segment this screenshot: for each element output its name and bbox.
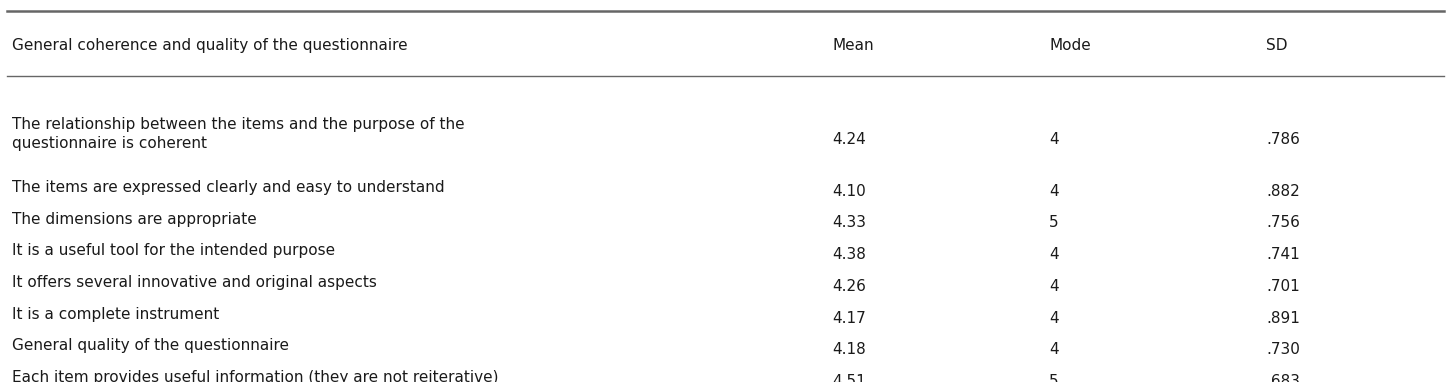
- Text: It is a complete instrument: It is a complete instrument: [12, 307, 218, 322]
- Text: 4.38: 4.38: [832, 247, 865, 262]
- Text: 4.26: 4.26: [832, 279, 865, 294]
- Text: 4.18: 4.18: [832, 342, 865, 357]
- Text: 4: 4: [1049, 132, 1059, 147]
- Text: Mean: Mean: [832, 38, 874, 53]
- Text: .882: .882: [1266, 184, 1299, 199]
- Text: 4.17: 4.17: [832, 311, 865, 325]
- Text: 4.24: 4.24: [832, 132, 865, 147]
- Text: .891: .891: [1266, 311, 1299, 325]
- Text: .786: .786: [1266, 132, 1299, 147]
- Text: General quality of the questionnaire: General quality of the questionnaire: [12, 338, 288, 353]
- Text: Mode: Mode: [1049, 38, 1091, 53]
- Text: It is a useful tool for the intended purpose: It is a useful tool for the intended pur…: [12, 243, 334, 258]
- Text: .683: .683: [1266, 374, 1299, 382]
- Text: .701: .701: [1266, 279, 1299, 294]
- Text: Each item provides useful information (they are not reiterative): Each item provides useful information (t…: [12, 370, 498, 382]
- Text: 4.33: 4.33: [832, 215, 865, 230]
- Text: 4: 4: [1049, 342, 1059, 357]
- Text: 4.10: 4.10: [832, 184, 865, 199]
- Text: 4: 4: [1049, 279, 1059, 294]
- Text: It offers several innovative and original aspects: It offers several innovative and origina…: [12, 275, 376, 290]
- Text: 5: 5: [1049, 374, 1059, 382]
- Text: 4: 4: [1049, 247, 1059, 262]
- Text: 4: 4: [1049, 184, 1059, 199]
- Text: The items are expressed clearly and easy to understand: The items are expressed clearly and easy…: [12, 180, 444, 195]
- Text: SD: SD: [1266, 38, 1288, 53]
- Text: General coherence and quality of the questionnaire: General coherence and quality of the que…: [12, 38, 407, 53]
- Text: 5: 5: [1049, 215, 1059, 230]
- Text: The dimensions are appropriate: The dimensions are appropriate: [12, 212, 256, 227]
- Text: 4: 4: [1049, 311, 1059, 325]
- Text: .730: .730: [1266, 342, 1299, 357]
- Text: .741: .741: [1266, 247, 1299, 262]
- Text: 4.51: 4.51: [832, 374, 865, 382]
- Text: The relationship between the items and the purpose of the
questionnaire is coher: The relationship between the items and t…: [12, 117, 464, 151]
- Text: .756: .756: [1266, 215, 1299, 230]
